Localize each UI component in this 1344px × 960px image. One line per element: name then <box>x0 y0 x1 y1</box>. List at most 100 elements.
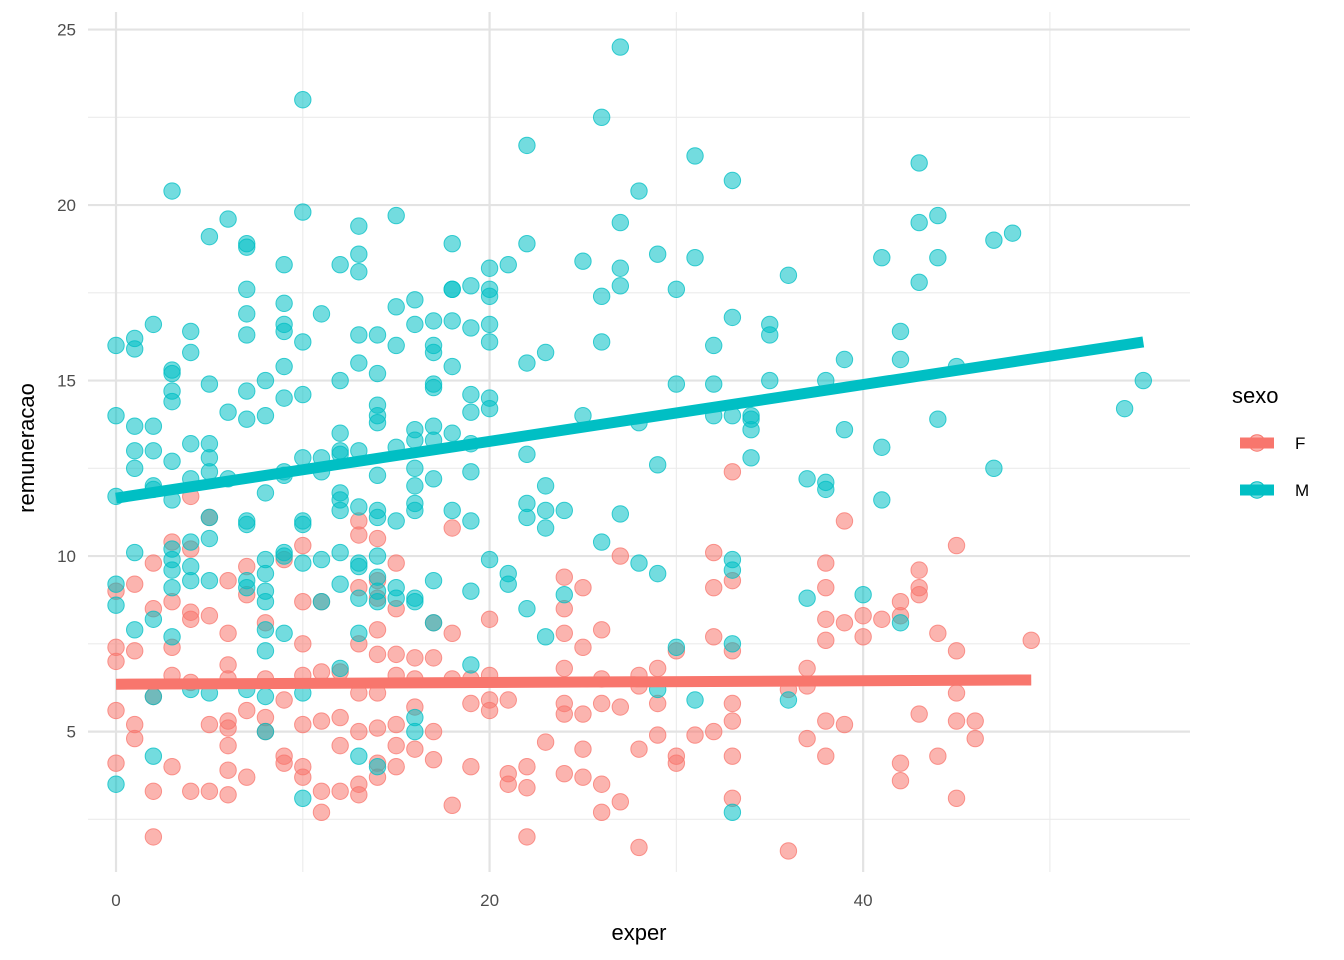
point-F <box>350 526 368 544</box>
point-F <box>910 705 928 723</box>
point-M <box>592 533 611 551</box>
point-M <box>611 259 630 277</box>
point-M <box>667 638 686 657</box>
point-M <box>294 203 312 221</box>
legend-swatch-point <box>1248 481 1266 499</box>
point-F <box>125 575 144 593</box>
point-F <box>555 705 573 723</box>
point-F <box>312 803 331 822</box>
point-M <box>406 593 424 611</box>
point-F <box>966 729 984 748</box>
point-F <box>630 838 648 857</box>
point-M <box>611 505 630 523</box>
point-F <box>555 659 573 678</box>
point-F <box>219 786 237 804</box>
point-M <box>238 326 256 344</box>
point-F <box>518 779 536 797</box>
point-M <box>200 571 219 590</box>
point-F <box>929 624 947 643</box>
point-F <box>592 803 611 822</box>
point-M <box>779 266 798 284</box>
point-F <box>835 512 854 530</box>
point-M <box>1134 371 1153 390</box>
point-M <box>555 585 573 604</box>
point-M <box>368 593 387 611</box>
point-M <box>219 210 237 228</box>
point-M <box>163 561 181 579</box>
trend-line-M <box>115 336 1145 504</box>
point-M <box>275 547 293 565</box>
point-M <box>798 589 816 607</box>
x-tick-label: 40 <box>854 891 873 910</box>
point-F <box>387 715 405 734</box>
point-F <box>574 705 592 723</box>
point-M <box>742 449 760 467</box>
point-M <box>592 287 611 306</box>
point-M <box>779 691 798 709</box>
point-M <box>163 578 181 597</box>
point-F <box>592 621 611 639</box>
point-M <box>125 417 144 435</box>
point-M <box>686 147 704 165</box>
point-M <box>163 364 181 383</box>
point-M <box>350 747 368 765</box>
point-M <box>499 575 517 593</box>
point-M <box>723 561 742 579</box>
point-F <box>182 782 200 800</box>
point-F <box>387 554 405 572</box>
point-M <box>406 459 424 478</box>
point-M <box>929 249 947 267</box>
point-M <box>910 154 928 172</box>
point-F <box>331 736 349 755</box>
point-M <box>480 333 499 351</box>
point-M <box>238 305 256 323</box>
point-M <box>256 621 275 639</box>
point-F <box>817 631 835 650</box>
trend-line-F <box>115 674 1032 690</box>
point-M <box>723 635 742 653</box>
point-F <box>125 729 144 748</box>
point-M <box>424 312 443 330</box>
point-M <box>350 589 368 607</box>
point-F <box>686 726 704 744</box>
point-F <box>592 694 611 713</box>
point-F <box>1022 631 1040 650</box>
point-F <box>630 740 648 758</box>
point-M <box>200 375 219 393</box>
point-M <box>144 315 163 334</box>
point-M <box>443 234 461 253</box>
point-M <box>312 305 331 323</box>
point-M <box>163 182 181 200</box>
point-M <box>424 571 443 590</box>
point-F <box>219 761 237 779</box>
point-M <box>686 249 704 267</box>
point-M <box>462 656 480 674</box>
point-M <box>406 477 424 495</box>
point-M <box>705 375 723 393</box>
point-M <box>182 322 200 341</box>
point-F <box>611 793 630 811</box>
point-F <box>723 694 742 713</box>
point-F <box>275 691 293 709</box>
point-F <box>144 782 163 800</box>
point-M <box>350 498 368 516</box>
point-M <box>350 354 368 372</box>
point-F <box>163 757 181 776</box>
point-M <box>518 445 536 463</box>
point-M <box>275 624 293 643</box>
point-M <box>256 406 275 425</box>
point-M <box>424 343 443 362</box>
point-M <box>929 206 947 225</box>
point-F <box>947 684 966 702</box>
point-M <box>368 757 387 776</box>
point-F <box>835 614 854 632</box>
point-F <box>294 593 312 611</box>
point-M <box>462 385 480 404</box>
point-M <box>107 575 125 593</box>
point-M <box>182 435 200 453</box>
point-F <box>574 740 592 758</box>
point-F <box>966 712 984 730</box>
point-M <box>125 340 144 358</box>
point-M <box>350 326 368 344</box>
point-F <box>443 796 461 815</box>
